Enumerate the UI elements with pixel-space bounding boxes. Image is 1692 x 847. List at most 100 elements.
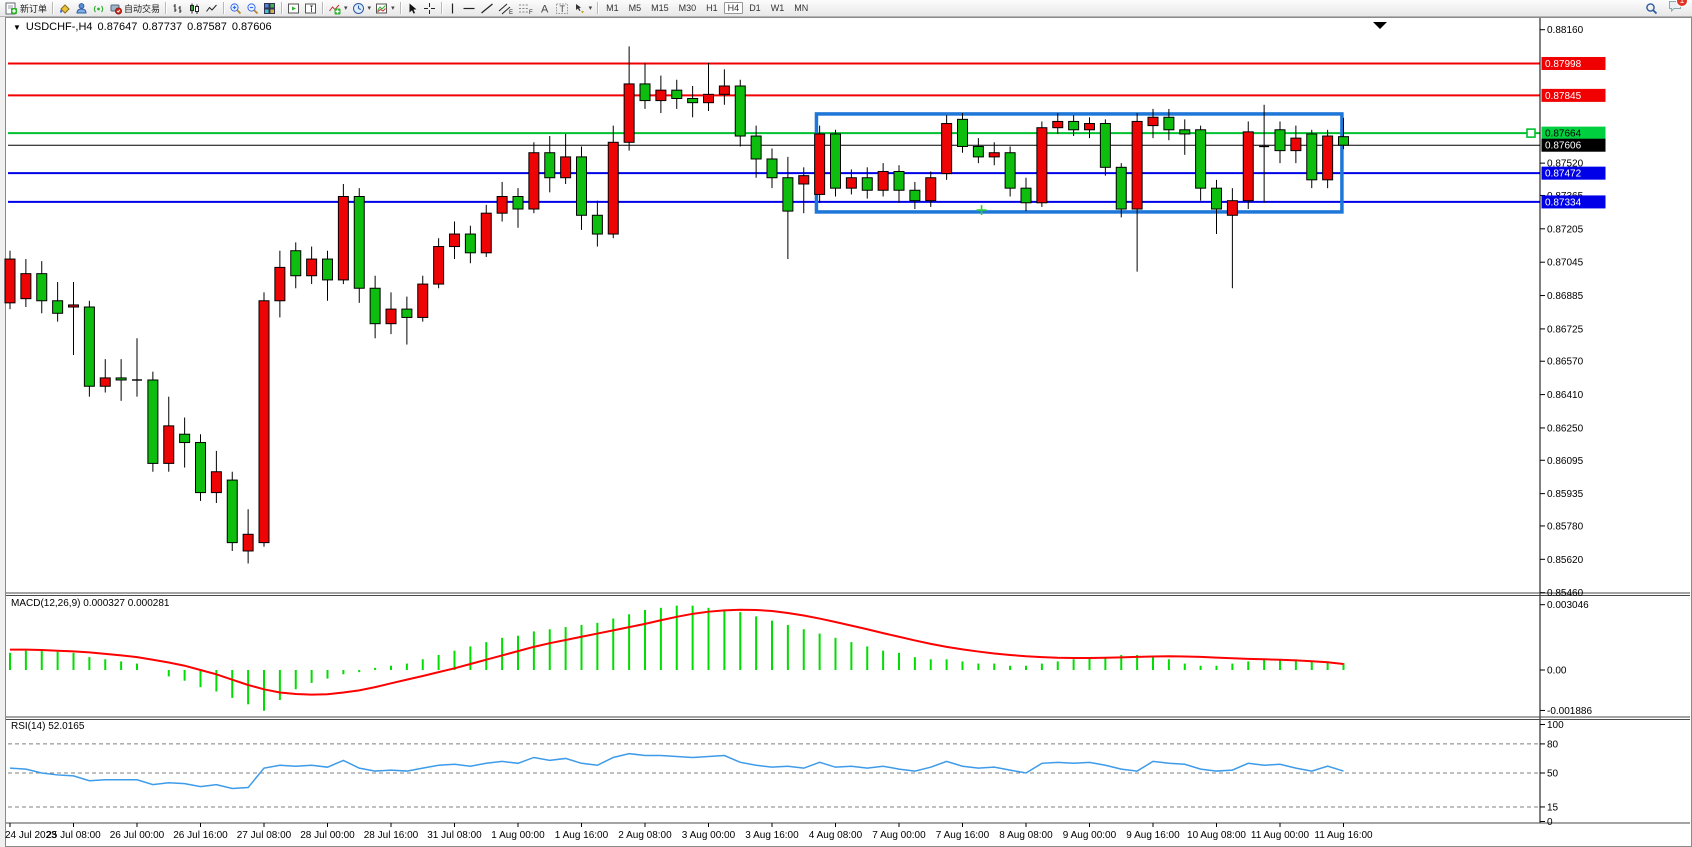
toolbar-separator [440,2,442,14]
price-tick-label: 0.86885 [1547,291,1584,302]
svg-text:0.87334: 0.87334 [1545,197,1582,208]
periods-button[interactable]: ▾ [350,1,374,16]
equidistant-channel-icon: E [498,3,513,15]
trendline-button[interactable] [478,1,496,16]
text-button[interactable]: A [536,1,553,16]
candle [480,204,492,257]
high-price: 0.87737 [142,21,183,33]
line-chart-button[interactable] [203,1,220,16]
candle [972,138,984,164]
tile-windows-icon [264,2,276,14]
current-price-label: 0.87606 [1541,138,1606,152]
macd-tick-label: 0.003046 [1547,600,1589,611]
candle [179,417,191,468]
dropdown-arrow-icon: ▾ [391,4,395,12]
rsi-value: 52.0165 [48,721,85,732]
time-tick-label: 1 Aug 16:00 [555,830,609,841]
templates-button[interactable]: ▾ [373,1,397,16]
time-tick-label: 9 Aug 16:00 [1126,830,1180,841]
timeframe-m30-button[interactable]: M30 [678,3,697,13]
candle [401,296,413,345]
timeframe-w1-button[interactable]: W1 [770,3,785,13]
candle [1274,121,1286,164]
channel-button[interactable]: E [496,1,516,16]
candle [1147,108,1159,139]
chart-shift-button[interactable] [302,1,319,16]
new-order-button[interactable]: 新订单 [3,1,49,16]
chat-button[interactable]: 1 [1668,0,1688,17]
time-tick-label: 4 Aug 08:00 [809,830,863,841]
candle [258,292,270,547]
vertical-line-button[interactable] [445,1,460,16]
price-tick-label: 0.87520 [1547,159,1584,170]
tile-windows-button[interactable] [261,1,278,16]
bar-chart-button[interactable] [169,1,186,16]
timeframe-m15-button[interactable]: M15 [651,3,669,13]
candlestick-chart-button[interactable] [186,1,203,16]
text-icon: A [541,3,549,15]
rsi-indicator-label: RSI(14) 52.0165 [11,721,84,732]
community-button[interactable] [73,1,90,16]
new-order-label: 新订单 [20,3,48,14]
candle [1322,129,1334,189]
price-axis[interactable]: 0.881600.875200.873650.872050.870450.868… [1540,25,1606,599]
signals-button[interactable] [90,1,107,16]
candle [226,471,238,551]
candle [210,450,222,504]
cursor-button[interactable] [404,1,421,16]
dropdown-arrow-icon: ▾ [588,4,593,12]
text-label-icon: T [555,3,568,14]
candle [1036,121,1048,207]
crosshair-button[interactable] [421,1,438,16]
chart-menu-triangle-icon[interactable]: ▼ [13,22,21,32]
price-tick-label: 0.86410 [1547,390,1584,401]
line-chart-icon [206,4,217,12]
search-icon[interactable] [1645,2,1658,15]
low-price: 0.87587 [187,21,227,33]
svg-text:0.87606: 0.87606 [1545,141,1582,152]
chart-shift-marker[interactable] [1373,22,1388,29]
price-tick-label: 0.87205 [1547,224,1584,235]
text-label-button[interactable]: T [553,1,571,16]
time-tick-label: 7 Aug 00:00 [872,830,926,841]
horizontal-line-button[interactable] [460,1,478,16]
macd-panel [9,605,1345,711]
clock-icon [352,2,364,14]
line-endpoint-handle[interactable] [1526,128,1536,138]
fibonacci-button[interactable]: F [516,1,536,16]
arrows-button[interactable]: ▾ [571,1,595,16]
timeframe-m1-button[interactable]: M1 [606,3,619,13]
indicators-button[interactable]: ▾ [326,1,350,16]
timeframe-mn-button[interactable]: MN [794,3,809,13]
horizontal-line-objects[interactable] [8,62,1540,203]
timeframe-h4-button[interactable]: H4 [723,2,744,14]
time-tick-label: 24 Jul 2023 [5,830,57,841]
timeframe-d1-button[interactable]: D1 [749,3,761,13]
cross-marker-object[interactable] [976,205,987,216]
candle [607,125,619,239]
candle [909,181,921,210]
timeframe-m5-button[interactable]: M5 [628,3,642,13]
arrows-icon [575,3,584,13]
styler-button[interactable] [56,1,73,16]
time-tick-label: 28 Jul 00:00 [300,830,355,841]
candle [750,125,762,178]
candle [147,371,159,472]
auto-scroll-button[interactable] [285,1,302,16]
signal-icon [93,5,104,12]
range-rectangle-object[interactable] [814,112,1344,214]
time-tick-label: 8 Aug 08:00 [999,830,1053,841]
cursor-arrow-icon [409,3,417,14]
autotrade-button[interactable]: 自动交易 [107,1,162,16]
candle [1226,188,1238,289]
time-tick-label: 3 Aug 00:00 [682,830,736,841]
timeframe-h1-button[interactable]: H1 [706,3,718,13]
zoom-out-button[interactable] [244,1,261,16]
auto-scroll-icon [288,3,300,13]
template-icon [376,3,388,13]
zoom-in-button[interactable] [227,1,244,16]
candle [544,136,556,193]
